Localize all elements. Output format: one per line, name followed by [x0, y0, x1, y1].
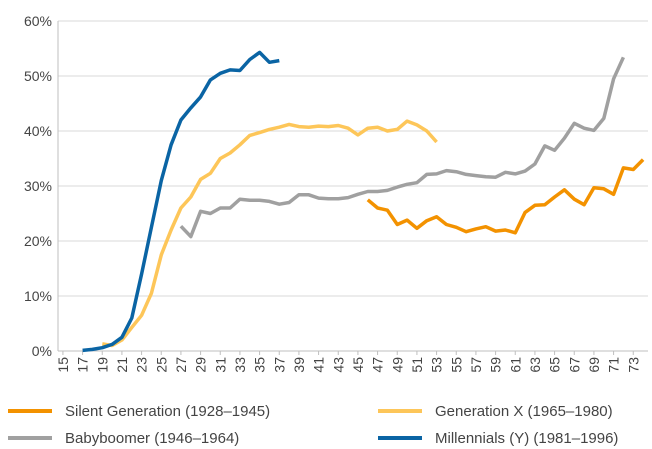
x-tick-label: 57: [468, 357, 484, 373]
x-tick-label: 35: [252, 357, 268, 373]
x-tick-label: 55: [448, 357, 464, 373]
x-tick-label: 69: [586, 357, 602, 373]
x-tick-label: 65: [547, 357, 563, 373]
legend-label: Millennials (Y) (1981–1996): [435, 430, 618, 447]
x-tick-label: 67: [566, 357, 582, 373]
y-tick-label: 0%: [32, 343, 52, 359]
series-line: [82, 50, 280, 353]
x-tick-label: 23: [134, 357, 150, 373]
legend-label: Silent Generation (1928–1945): [65, 403, 270, 420]
x-tick-label: 53: [429, 357, 445, 373]
y-tick-label: 40%: [24, 123, 52, 139]
x-tick-label: 25: [153, 357, 169, 373]
series-line: [179, 56, 625, 239]
y-tick-label: 30%: [24, 178, 52, 194]
x-tick-label: 45: [350, 357, 366, 373]
y-tick-label: 10%: [24, 288, 52, 304]
x-tick-label: 31: [212, 357, 228, 373]
x-tick-label: 73: [625, 357, 641, 373]
x-tick-label: 37: [271, 357, 287, 373]
series-line: [366, 158, 645, 235]
x-tick-label: 59: [488, 357, 504, 373]
x-tick-label: 21: [114, 357, 130, 373]
legend-label: Generation X (1965–1980): [435, 403, 613, 420]
y-tick-label: 20%: [24, 233, 52, 249]
x-tick-label: 17: [75, 357, 91, 373]
x-tick-label: 27: [173, 357, 189, 373]
x-tick-label: 15: [55, 357, 71, 373]
series-line: [102, 119, 438, 348]
legend-label: Babyboomer (1946–1964): [65, 430, 239, 447]
x-tick-label: 39: [291, 357, 307, 373]
x-tick-label: 63: [527, 357, 543, 373]
x-tick-label: 33: [232, 357, 248, 373]
x-tick-label: 47: [370, 357, 386, 373]
x-tick-label: 41: [311, 357, 327, 373]
x-tick-label: 61: [507, 357, 523, 373]
x-tick-label: 71: [606, 357, 622, 373]
x-tick-label: 19: [94, 357, 110, 373]
x-tick-label: 49: [389, 357, 405, 373]
y-tick-label: 50%: [24, 68, 52, 84]
x-tick-label: 51: [409, 357, 425, 373]
x-tick-label: 29: [193, 357, 209, 373]
y-tick-label: 60%: [24, 13, 52, 29]
x-tick-label: 43: [330, 357, 346, 373]
